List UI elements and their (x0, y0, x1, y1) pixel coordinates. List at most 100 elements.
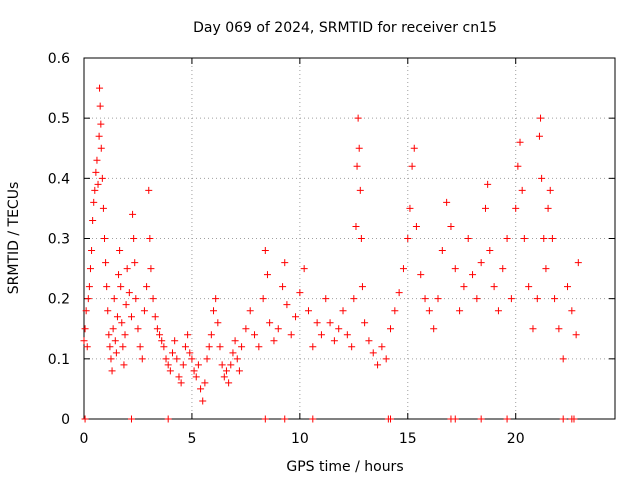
data-point (518, 186, 526, 194)
data-point (570, 415, 578, 423)
data-point (309, 415, 317, 423)
data-point (447, 222, 455, 230)
data-point (136, 343, 144, 351)
data-point (177, 379, 185, 387)
data-point (201, 379, 209, 387)
data-point (171, 337, 179, 345)
data-point (387, 325, 395, 333)
data-point (568, 307, 576, 315)
data-point (326, 319, 334, 327)
data-point (203, 355, 211, 363)
data-point (535, 132, 543, 140)
data-point (132, 295, 140, 303)
data-point (175, 373, 183, 381)
data-point (443, 198, 451, 206)
data-point (143, 283, 151, 291)
data-point (408, 162, 416, 170)
data-point (108, 367, 116, 375)
data-point (494, 307, 502, 315)
data-point (216, 343, 224, 351)
data-point (99, 204, 107, 212)
y-tick-label: 0.3 (48, 232, 70, 248)
data-point (131, 259, 139, 267)
data-point (456, 307, 464, 315)
data-point (374, 361, 382, 369)
data-point (102, 259, 110, 267)
data-point (343, 331, 351, 339)
data-point (309, 343, 317, 351)
data-point (330, 337, 338, 345)
data-point (259, 295, 267, 303)
data-point (283, 301, 291, 309)
data-point (255, 343, 263, 351)
data-point (81, 325, 89, 333)
data-point (322, 295, 330, 303)
data-point (304, 307, 312, 315)
data-point (559, 355, 567, 363)
data-point (356, 186, 364, 194)
data-point (353, 162, 361, 170)
x-tick-labels: 0 5 10 15 20 (80, 431, 525, 447)
data-point (292, 313, 300, 321)
data-point (507, 295, 515, 303)
data-point (151, 313, 159, 321)
data-point (156, 331, 164, 339)
data-point (80, 337, 88, 345)
data-point (559, 415, 567, 423)
data-point (106, 343, 114, 351)
chart-title: Day 069 of 2024, SRMTID for receiver cn1… (193, 20, 497, 36)
data-point (464, 235, 472, 242)
data-point (473, 295, 481, 303)
x-tick-label: 15 (399, 431, 417, 447)
data-point (218, 361, 226, 369)
x-tick-label: 10 (291, 431, 309, 447)
data-point (233, 355, 241, 363)
data-point (300, 265, 308, 273)
data-point (438, 247, 446, 255)
y-tick-label: 0.6 (48, 51, 70, 67)
data-point (134, 325, 142, 333)
data-point (210, 307, 218, 315)
data-point (89, 216, 97, 224)
data-point (540, 235, 548, 242)
data-point (406, 204, 414, 212)
data-point (551, 295, 559, 303)
data-point (266, 319, 274, 327)
data-point (192, 373, 200, 381)
data-point (279, 283, 287, 291)
data-point (313, 319, 321, 327)
data-point (542, 265, 550, 273)
data-point (352, 222, 360, 230)
data-point (529, 325, 537, 333)
data-point (98, 174, 106, 182)
data-point (572, 331, 580, 339)
data-point (113, 313, 121, 321)
data-point (147, 265, 155, 273)
data-point (490, 283, 498, 291)
data-point (95, 132, 103, 140)
data-point (97, 120, 105, 128)
data-point (486, 247, 494, 255)
data-point (251, 331, 259, 339)
data-point (369, 349, 377, 357)
data-point (357, 235, 365, 242)
data-point (190, 367, 198, 375)
data-point (350, 295, 358, 303)
data-point (179, 361, 187, 369)
data-point (544, 204, 552, 212)
data-point (481, 204, 489, 212)
data-point (410, 144, 418, 152)
data-point (335, 325, 343, 333)
data-point (120, 361, 128, 369)
data-point (263, 271, 271, 279)
data-point (533, 295, 541, 303)
data-point (235, 367, 243, 375)
data-point (97, 144, 105, 152)
data-point (387, 415, 395, 423)
data-point (520, 235, 528, 242)
data-point (261, 415, 269, 423)
data-point (538, 174, 546, 182)
data-point (499, 265, 507, 273)
